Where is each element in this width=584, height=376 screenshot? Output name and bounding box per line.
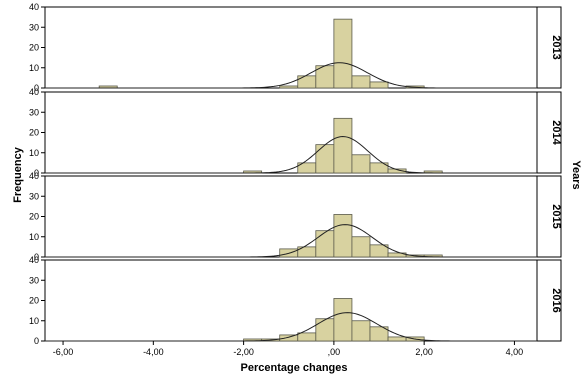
normal-curve: [45, 62, 537, 89]
y-axis-title: Frequency: [12, 146, 24, 203]
y-tick-label: 0: [34, 336, 39, 346]
histogram-bar: [315, 318, 335, 342]
histogram-bar: [297, 332, 317, 342]
normal-curve: [45, 224, 537, 258]
y-tick-label: 40: [29, 87, 39, 97]
histogram-bar: [333, 214, 353, 258]
histogram-bar: [369, 162, 389, 174]
histogram-bar: [351, 320, 371, 342]
histogram-bar: [369, 326, 389, 342]
x-tick-label: -2,00: [233, 347, 254, 357]
y-tick-label: 10: [29, 316, 39, 326]
y-tick-label: 20: [29, 43, 39, 53]
facet-label-2015: 2015: [550, 204, 562, 228]
histogram-bar: [351, 154, 371, 174]
histogram-bar: [387, 168, 407, 174]
histogram-bar: [279, 334, 299, 342]
y-tick-label: 0: [34, 252, 39, 262]
y-tick-label: 20: [29, 128, 39, 138]
panel-2014: 2014 0 10 20 30 40: [29, 87, 562, 178]
histogram-bar: [333, 117, 353, 174]
y-tick-label: 10: [29, 232, 39, 242]
x-tick-label: -4,00: [143, 347, 164, 357]
histogram-bar: [315, 144, 335, 174]
y-tick-label: 20: [29, 296, 39, 306]
histogram-bar: [369, 81, 389, 89]
facet-strip: [536, 6, 562, 89]
histogram-bar: [369, 244, 389, 258]
facet-label-2016: 2016: [550, 288, 562, 312]
x-axis: -6,00 -4,00 -2,00 ,00 2,00 4,00: [53, 341, 523, 357]
y-tick-label: 30: [29, 191, 39, 201]
histogram-bar: [315, 230, 335, 258]
panels-group: 2013010203040201401020304020150102030402…: [29, 2, 562, 346]
y-tick-label: 40: [29, 2, 39, 12]
histogram-bar: [333, 18, 353, 89]
y-tick-label: 20: [29, 212, 39, 222]
histogram-bar: [279, 85, 299, 89]
normal-curve: [45, 136, 537, 174]
facet-strip: [536, 259, 562, 342]
panel-frame: [44, 175, 538, 258]
facet-strip: [536, 175, 562, 258]
y-tick-label: 0: [34, 168, 39, 178]
y-tick-label: 30: [29, 107, 39, 117]
y-tick-label: 30: [29, 22, 39, 32]
panel-2016: 2016 0 10 20 30 40: [29, 255, 562, 346]
panel-frame: [44, 91, 538, 174]
y-tick-label: 40: [29, 255, 39, 265]
facet-strip: [536, 91, 562, 174]
facet-axis-title: Years: [570, 160, 582, 189]
histogram-bar: [351, 236, 371, 258]
x-tick-label: 4,00: [506, 347, 524, 357]
panel-2013: 2013 0 10 20 30 40: [29, 2, 562, 93]
histogram-bar: [351, 75, 371, 89]
y-tick-label: 10: [29, 63, 39, 73]
panel-frame: [44, 259, 538, 342]
x-axis-title: Percentage changes: [241, 362, 348, 374]
panel-frame: [44, 6, 538, 89]
histogram-bar: [333, 298, 353, 342]
facet-label-2014: 2014: [550, 120, 562, 145]
panel-2015: 2015 0 10 20 30 40: [29, 171, 562, 262]
x-tick-label: ,00: [328, 347, 341, 357]
x-tick-label: -6,00: [53, 347, 74, 357]
y-tick-label: 30: [29, 275, 39, 285]
normal-curve: [45, 312, 537, 342]
histogram-bar: [297, 75, 317, 89]
histogram-bar: [387, 336, 407, 342]
y-tick-label: 0: [34, 83, 39, 93]
y-tick-label: 10: [29, 148, 39, 158]
facet-label-2013: 2013: [550, 35, 562, 59]
x-tick-label: 2,00: [415, 347, 433, 357]
y-tick-label: 40: [29, 171, 39, 181]
